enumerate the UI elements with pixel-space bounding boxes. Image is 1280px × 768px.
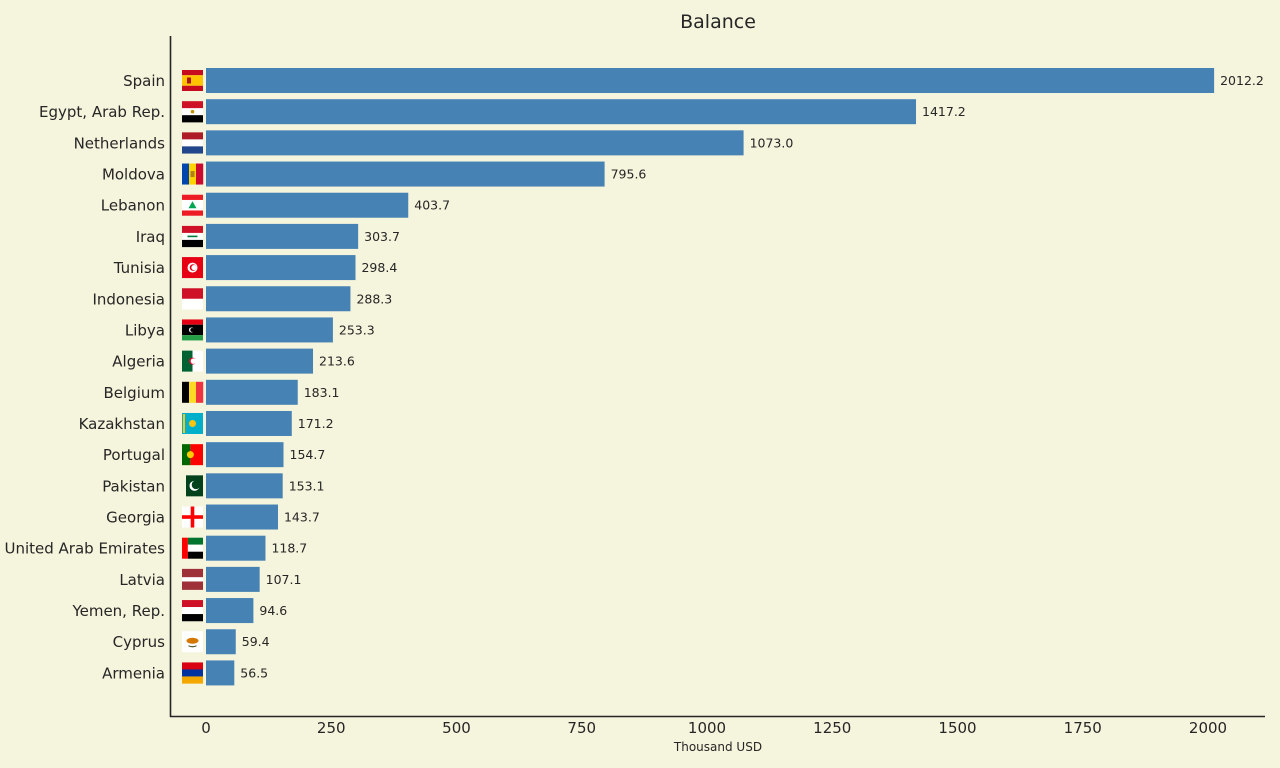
- category-label: Yemen, Rep.: [71, 602, 165, 620]
- value-label: 94.6: [259, 603, 287, 618]
- bar: [206, 130, 744, 156]
- value-label: 56.5: [240, 665, 268, 680]
- flag-icon: [182, 537, 203, 559]
- x-tick-label: 1000: [688, 719, 726, 737]
- category-labels: Spain Egypt, Arab Rep. Netherlands Moldova L…: [4, 72, 165, 682]
- value-label: 154.7: [290, 447, 326, 462]
- flag-icon: [182, 662, 203, 684]
- value-label: 288.3: [356, 291, 392, 306]
- x-tick-label: 1750: [1064, 719, 1102, 737]
- bars-group: [206, 68, 1215, 686]
- x-tick-label: 750: [567, 719, 596, 737]
- bar: [206, 255, 356, 281]
- chart-title: Balance: [680, 11, 756, 33]
- bar: [206, 504, 278, 530]
- category-label: Indonesia: [92, 290, 165, 308]
- bar: [206, 317, 333, 343]
- flag-icon: [182, 600, 203, 622]
- category-label: Egypt, Arab Rep.: [39, 103, 165, 121]
- bar: [206, 410, 292, 436]
- category-label: Georgia: [106, 509, 165, 527]
- flag-icon: [182, 132, 203, 154]
- flags-group: [182, 70, 204, 684]
- bar: [206, 442, 284, 468]
- x-tick-label: 500: [442, 719, 471, 737]
- value-label: 2012.2: [1220, 73, 1264, 88]
- flag-icon: [182, 70, 203, 91]
- category-label: Iraq: [136, 228, 165, 246]
- bar: [206, 598, 254, 624]
- value-label: 1073.0: [750, 135, 794, 150]
- category-label: Latvia: [119, 571, 165, 589]
- bar: [206, 566, 260, 592]
- x-tick-label: 1250: [813, 719, 851, 737]
- value-labels: 2012.2 1417.2 1073.0 795.6 403.7 303.7 298.4 28…: [240, 73, 1264, 680]
- category-label: Moldova: [102, 166, 165, 184]
- flag-icon: [182, 101, 203, 123]
- flag-icon: [182, 257, 203, 279]
- category-label: Spain: [123, 72, 165, 90]
- value-label: 59.4: [242, 634, 270, 649]
- category-label: Netherlands: [74, 134, 166, 152]
- bar: [206, 161, 605, 187]
- flag-icon: [182, 506, 203, 528]
- flag-icon: [182, 350, 204, 372]
- value-label: 303.7: [364, 229, 400, 244]
- bar: [206, 286, 351, 312]
- bar: [206, 660, 235, 686]
- flag-icon: [182, 225, 203, 248]
- flag-icon: [182, 194, 203, 216]
- category-label: Kazakhstan: [79, 415, 165, 433]
- category-label: Tunisia: [113, 259, 165, 277]
- x-tick-label: 250: [317, 719, 346, 737]
- flag-icon: [186, 475, 203, 497]
- value-label: 143.7: [284, 510, 320, 525]
- flag-icon: [182, 319, 203, 341]
- x-tick-label: 1500: [938, 719, 976, 737]
- x-axis-label: Thousand USD: [673, 740, 762, 754]
- category-label: Portugal: [103, 446, 165, 464]
- flag-icon: [182, 444, 203, 466]
- value-label: 1417.2: [922, 104, 966, 119]
- bar: [206, 223, 359, 249]
- value-label: 253.3: [339, 322, 375, 337]
- flag-icon: [182, 568, 203, 590]
- category-label: Algeria: [112, 353, 165, 371]
- bar: [206, 379, 298, 405]
- category-label: Armenia: [102, 664, 165, 682]
- category-label: United Arab Emirates: [4, 540, 165, 558]
- value-label: 171.2: [298, 416, 334, 431]
- category-label: Libya: [125, 321, 165, 339]
- bar: [206, 192, 409, 218]
- value-label: 118.7: [271, 541, 307, 556]
- x-tick-label: 2000: [1189, 719, 1227, 737]
- bar: [206, 68, 1215, 93]
- x-tick-label: 0: [201, 719, 211, 737]
- category-label: Lebanon: [101, 197, 165, 215]
- value-label: 107.1: [266, 572, 302, 587]
- category-label: Belgium: [104, 384, 166, 402]
- value-label: 153.1: [289, 478, 325, 493]
- flag-icon: [182, 412, 203, 434]
- category-label: Pakistan: [102, 477, 165, 495]
- flag-icon: [182, 381, 204, 403]
- value-label: 795.6: [611, 167, 647, 182]
- flag-icon: [182, 288, 203, 310]
- category-label: Cyprus: [113, 633, 166, 651]
- value-label: 213.6: [319, 354, 355, 369]
- value-label: 403.7: [414, 198, 450, 213]
- bar: [206, 348, 314, 374]
- x-axis-ticks: 0 250 500 750 1000 1250 1500 1750 2000: [201, 719, 1227, 737]
- flag-icon: [182, 631, 203, 653]
- value-label: 183.1: [304, 385, 340, 400]
- bar: [206, 99, 917, 125]
- flag-icon: [182, 163, 204, 185]
- bar: [206, 629, 236, 655]
- bar: [206, 473, 283, 499]
- value-label: 298.4: [361, 260, 397, 275]
- bar: [206, 535, 266, 561]
